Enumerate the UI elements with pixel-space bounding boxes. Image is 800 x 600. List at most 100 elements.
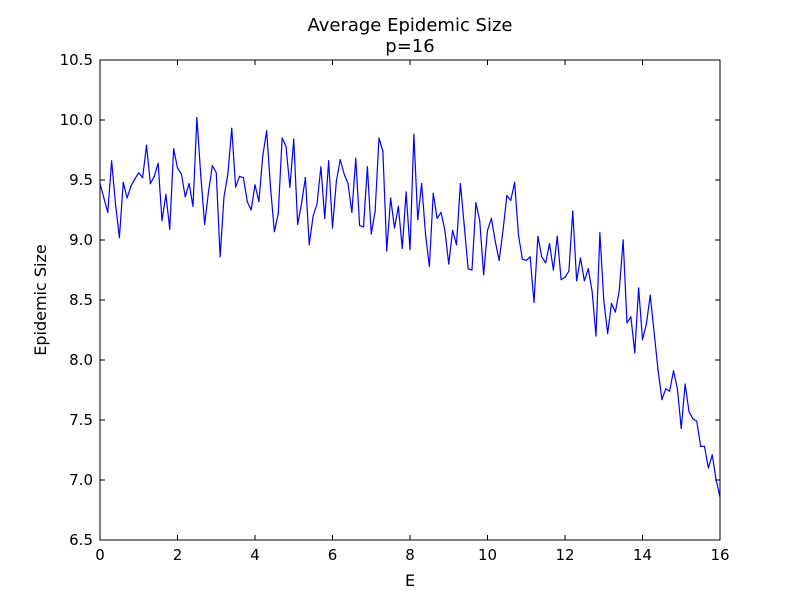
data-point: [180, 173, 182, 175]
data-point: [514, 181, 516, 183]
data-point: [351, 211, 353, 213]
data-point: [707, 467, 709, 469]
y-tick-label: 7.5: [69, 411, 93, 429]
data-point: [374, 210, 376, 212]
x-axis-label: E: [405, 571, 415, 590]
data-point: [250, 209, 252, 211]
data-point: [614, 311, 616, 313]
data-point: [502, 229, 504, 231]
chart-subtitle: p=16: [385, 36, 434, 57]
data-point: [184, 196, 186, 198]
data-point: [409, 249, 411, 251]
data-point: [335, 180, 337, 182]
data-point: [591, 291, 593, 293]
x-tick-label: 12: [555, 546, 574, 564]
data-point: [246, 201, 248, 203]
data-point: [397, 205, 399, 207]
data-point: [339, 159, 341, 161]
data-point: [490, 217, 492, 219]
data-point: [103, 197, 105, 199]
data-point: [393, 227, 396, 229]
y-tick-label: 8.0: [69, 351, 93, 369]
data-point: [173, 148, 175, 150]
data-point: [266, 130, 268, 132]
data-point: [347, 183, 349, 185]
data-point: [672, 370, 675, 372]
data-point: [277, 213, 279, 215]
data-point: [471, 269, 473, 271]
data-point: [254, 184, 256, 186]
data-point: [343, 173, 345, 175]
data-point: [448, 263, 450, 265]
data-point: [444, 229, 446, 231]
data-point: [560, 279, 562, 281]
data-point: [417, 219, 419, 221]
data-point: [494, 240, 496, 242]
data-point: [533, 301, 535, 303]
data-point: [285, 145, 287, 147]
data-point: [118, 237, 120, 239]
plot-area: 0 2 4 6 8 10 12 14 16 6.5 7.0 7.5 8.0 8.5 9.0 9.5 10.0 10…: [60, 51, 730, 564]
data-point: [696, 420, 698, 422]
data-point: [576, 280, 578, 282]
data-point: [506, 195, 508, 197]
data-point: [711, 454, 713, 456]
data-point: [669, 390, 671, 392]
data-point: [556, 235, 558, 237]
y-tick-label: 8.5: [69, 291, 93, 309]
data-point: [107, 211, 109, 213]
x-tick-label: 14: [633, 546, 652, 564]
data-point: [134, 178, 136, 180]
data-point: [149, 183, 151, 185]
data-point: [359, 225, 361, 227]
data-point: [521, 258, 523, 260]
data-point: [362, 226, 365, 228]
data-point: [235, 186, 237, 188]
data-point: [552, 269, 554, 271]
data-point: [390, 197, 392, 199]
data-point: [684, 383, 686, 385]
data-point: [680, 427, 682, 429]
data-point: [583, 280, 585, 282]
y-tick-label: 10.5: [60, 51, 93, 69]
data-point: [308, 244, 310, 246]
data-point: [486, 229, 489, 231]
data-point: [572, 210, 574, 212]
x-tick-label: 2: [173, 546, 183, 564]
data-point: [525, 259, 527, 261]
y-tick-label: 10.0: [60, 111, 93, 129]
data-point: [432, 192, 434, 194]
data-point: [603, 299, 605, 301]
data-point: [645, 323, 647, 325]
data-point: [207, 191, 210, 193]
x-tick-label: 6: [328, 546, 338, 564]
data-point: [634, 352, 636, 354]
data-point: [188, 183, 190, 185]
data-point: [579, 257, 582, 259]
data-point: [421, 183, 423, 185]
data-point: [568, 270, 570, 272]
data-point: [688, 411, 690, 413]
y-axis-label: Epidemic Size: [31, 244, 50, 355]
data-point: [626, 322, 628, 324]
data-point: [463, 225, 465, 227]
data-point: [537, 235, 539, 237]
data-point: [700, 445, 702, 447]
data-point: [649, 294, 651, 296]
data-point: [428, 265, 430, 267]
data-point: [653, 331, 655, 333]
data-point: [262, 155, 264, 157]
data-point: [204, 223, 206, 225]
data-point: [269, 186, 272, 188]
data-point: [618, 289, 620, 291]
data-point: [483, 274, 485, 276]
data-point: [331, 227, 334, 229]
data-point: [467, 268, 469, 270]
data-point: [541, 256, 543, 258]
y-tick-label: 9.0: [69, 231, 93, 249]
data-point: [440, 211, 442, 213]
data-point: [258, 201, 260, 203]
data-point: [545, 262, 547, 264]
y-tick-label: 7.0: [69, 471, 93, 489]
data-point: [455, 244, 458, 246]
